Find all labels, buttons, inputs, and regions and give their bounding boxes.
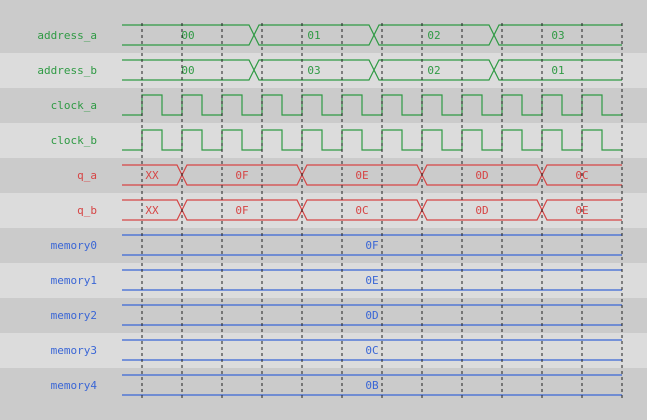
row-background <box>0 193 647 228</box>
signal-label: memory2 <box>51 309 97 322</box>
bus-value: 0C <box>355 204 368 217</box>
bus-value: 0D <box>475 204 488 217</box>
row-background <box>0 0 647 53</box>
bus-value: 01 <box>307 29 320 42</box>
bus-value: 0F <box>235 169 248 182</box>
bus-value: 0E <box>365 274 378 287</box>
signal-label: clock_a <box>51 99 97 112</box>
bus-segment <box>122 339 622 361</box>
signal-label: q_b <box>77 204 97 217</box>
signal-address_b: address_b 00 03 02 01 <box>37 59 622 81</box>
bus-value: 0C <box>365 344 378 357</box>
bus-value: XX <box>145 169 159 182</box>
row-background <box>0 158 647 193</box>
row-background <box>0 263 647 298</box>
signal-label: memory1 <box>51 274 97 287</box>
bus-value: 02 <box>427 64 440 77</box>
signal-memory4: memory4 0B <box>51 374 622 396</box>
clock-waveform <box>122 129 622 151</box>
clock-waveform <box>122 94 622 116</box>
row-background <box>0 333 647 368</box>
bus-value: 00 <box>181 64 194 77</box>
bus-value: 03 <box>551 29 564 42</box>
signal-memory2: memory2 0D <box>51 304 622 326</box>
signal-label: memory3 <box>51 344 97 357</box>
row-background <box>0 298 647 333</box>
time-gridlines <box>141 23 623 398</box>
signal-memory0: memory0 0F <box>51 234 622 256</box>
bus-value: 0D <box>365 309 378 322</box>
signal-label: clock_b <box>51 134 97 147</box>
bus-segment <box>253 24 375 46</box>
signal-memory3: memory3 0C <box>51 339 622 361</box>
bus-value: 01 <box>551 64 564 77</box>
bus-segment <box>493 24 622 46</box>
bus-segment <box>493 59 622 81</box>
bus-value: 0F <box>235 204 248 217</box>
bus-value: 0D <box>475 169 488 182</box>
signal-label: address_a <box>37 29 97 42</box>
bus-value: 0E <box>355 169 368 182</box>
bus-segment <box>373 59 495 81</box>
row-background <box>0 228 647 263</box>
bus-segment <box>122 304 622 326</box>
bus-value: 02 <box>427 29 440 42</box>
row-background <box>0 53 647 88</box>
bus-segment <box>122 234 622 256</box>
row-background <box>0 123 647 158</box>
row-background <box>0 88 647 123</box>
bus-value: 00 <box>181 29 194 42</box>
signal-memory1: memory1 0E <box>51 269 622 291</box>
bus-value: 0B <box>365 379 379 392</box>
bus-segment <box>122 374 622 396</box>
signal-clock_b: clock_b <box>51 129 622 151</box>
signal-label: address_b <box>37 64 97 77</box>
bus-value: 03 <box>307 64 320 77</box>
bus-value: 0F <box>365 239 378 252</box>
signal-label: memory4 <box>51 379 98 392</box>
signal-clock_a: clock_a <box>51 94 622 116</box>
row-background <box>0 368 647 420</box>
bus-segment <box>253 59 375 81</box>
signal-label: memory0 <box>51 239 97 252</box>
signal-label: q_a <box>77 169 97 182</box>
signals: address_a 00 01 02 03 address_b 00 03 02 01 clock_… <box>37 24 622 396</box>
bus-segment <box>122 269 622 291</box>
bus-segment <box>373 24 495 46</box>
bus-value: XX <box>145 204 159 217</box>
signal-q_b: q_b XX 0F 0C 0D 0E <box>77 199 622 221</box>
signal-address_a: address_a 00 01 02 03 <box>37 24 622 46</box>
